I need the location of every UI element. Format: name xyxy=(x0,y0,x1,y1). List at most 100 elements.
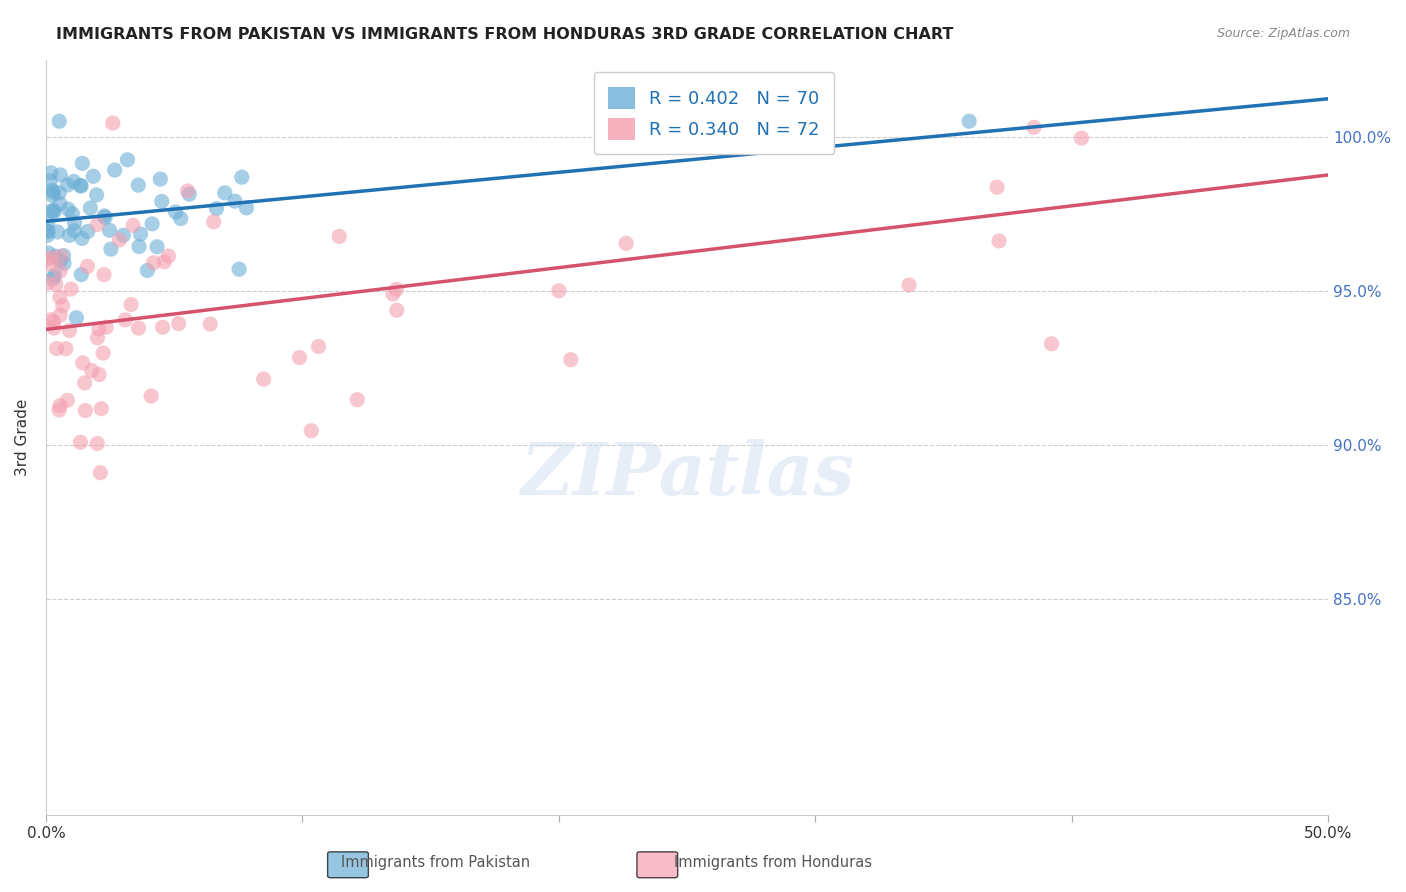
Immigrants from Pakistan xyxy=(41,183,63,197)
Immigrants from Honduras xyxy=(37,276,59,290)
Immigrants from Honduras xyxy=(49,264,72,278)
Immigrants from Pakistan xyxy=(141,217,163,231)
Immigrants from Honduras xyxy=(52,299,75,313)
Text: Immigrants from Honduras: Immigrants from Honduras xyxy=(675,855,872,870)
Immigrants from Pakistan xyxy=(70,231,93,245)
Immigrants from Pakistan xyxy=(41,203,63,218)
Immigrants from Honduras xyxy=(328,229,350,244)
Immigrants from Honduras xyxy=(48,403,70,417)
Text: IMMIGRANTS FROM PAKISTAN VS IMMIGRANTS FROM HONDURAS 3RD GRADE CORRELATION CHART: IMMIGRANTS FROM PAKISTAN VS IMMIGRANTS F… xyxy=(56,27,953,42)
Text: Immigrants from Pakistan: Immigrants from Pakistan xyxy=(342,855,530,870)
Immigrants from Honduras xyxy=(157,249,180,263)
Immigrants from Honduras xyxy=(89,466,111,480)
Immigrants from Honduras xyxy=(253,372,276,386)
Text: ZIPatlas: ZIPatlas xyxy=(520,439,853,510)
Immigrants from Honduras xyxy=(91,346,114,360)
Immigrants from Honduras xyxy=(385,282,408,296)
Immigrants from Pakistan xyxy=(231,170,253,185)
Immigrants from Pakistan xyxy=(58,202,80,217)
Immigrants from Honduras xyxy=(988,234,1011,248)
Immigrants from Honduras xyxy=(547,284,569,298)
Immigrants from Pakistan xyxy=(42,203,65,218)
Immigrants from Pakistan xyxy=(37,216,59,230)
Immigrants from Honduras xyxy=(93,268,115,282)
Immigrants from Honduras xyxy=(288,351,311,365)
Immigrants from Pakistan xyxy=(228,262,250,277)
Immigrants from Honduras xyxy=(49,399,72,413)
Immigrants from Honduras xyxy=(200,317,222,331)
Immigrants from Pakistan xyxy=(49,253,72,268)
Immigrants from Pakistan xyxy=(127,178,149,193)
Immigrants from Honduras xyxy=(87,322,110,336)
Immigrants from Pakistan xyxy=(48,114,70,128)
Immigrants from Honduras xyxy=(45,277,67,292)
Immigrants from Honduras xyxy=(153,254,176,268)
Immigrants from Honduras xyxy=(60,282,83,296)
Immigrants from Honduras xyxy=(120,297,142,311)
Immigrants from Pakistan xyxy=(112,228,135,243)
Immigrants from Pakistan xyxy=(957,114,980,128)
Immigrants from Honduras xyxy=(382,287,405,301)
Immigrants from Pakistan xyxy=(35,224,58,238)
Immigrants from Pakistan xyxy=(63,224,86,238)
Immigrants from Honduras xyxy=(176,184,198,198)
Immigrants from Pakistan xyxy=(65,310,87,325)
Immigrants from Honduras xyxy=(167,317,190,331)
Immigrants from Honduras xyxy=(42,314,65,328)
Immigrants from Pakistan xyxy=(49,196,72,211)
Immigrants from Honduras xyxy=(152,320,174,334)
Immigrants from Honduras xyxy=(142,256,165,270)
Immigrants from Honduras xyxy=(299,424,322,438)
Immigrants from Pakistan xyxy=(44,268,66,283)
Immigrants from Pakistan xyxy=(98,223,121,237)
Immigrants from Pakistan xyxy=(117,153,139,167)
Immigrants from Pakistan xyxy=(214,186,236,200)
Immigrants from Pakistan xyxy=(179,187,201,202)
Immigrants from Honduras xyxy=(346,392,368,407)
Immigrants from Pakistan xyxy=(58,228,80,243)
Immigrants from Pakistan xyxy=(146,240,169,254)
Immigrants from Pakistan xyxy=(224,194,246,209)
Immigrants from Pakistan xyxy=(93,209,115,223)
Immigrants from Pakistan xyxy=(41,188,63,202)
Immigrants from Pakistan xyxy=(48,186,70,200)
Immigrants from Honduras xyxy=(51,249,73,263)
Immigrants from Honduras xyxy=(986,180,1008,194)
Immigrants from Pakistan xyxy=(165,205,187,219)
Immigrants from Pakistan xyxy=(94,211,117,225)
Immigrants from Honduras xyxy=(898,278,921,293)
Immigrants from Honduras xyxy=(1040,336,1063,351)
Immigrants from Pakistan xyxy=(70,268,93,282)
Immigrants from Honduras xyxy=(101,116,124,130)
Immigrants from Pakistan xyxy=(42,205,65,219)
Immigrants from Pakistan xyxy=(38,246,60,260)
Immigrants from Honduras xyxy=(108,233,131,247)
Immigrants from Honduras xyxy=(703,128,725,143)
Immigrants from Pakistan xyxy=(170,211,193,226)
Immigrants from Pakistan xyxy=(69,178,91,193)
Immigrants from Honduras xyxy=(39,257,62,271)
Text: Source: ZipAtlas.com: Source: ZipAtlas.com xyxy=(1216,27,1350,40)
Immigrants from Honduras xyxy=(86,331,108,345)
Immigrants from Pakistan xyxy=(37,228,59,243)
Y-axis label: 3rd Grade: 3rd Grade xyxy=(15,399,30,475)
Immigrants from Honduras xyxy=(73,376,96,390)
Immigrants from Honduras xyxy=(614,236,637,251)
Immigrants from Pakistan xyxy=(205,202,228,216)
Immigrants from Pakistan xyxy=(136,263,159,277)
Immigrants from Honduras xyxy=(58,324,80,338)
Immigrants from Honduras xyxy=(69,435,91,450)
Immigrants from Honduras xyxy=(122,219,145,233)
Immigrants from Pakistan xyxy=(72,156,94,170)
Immigrants from Honduras xyxy=(202,215,225,229)
Immigrants from Honduras xyxy=(626,114,648,128)
Immigrants from Pakistan xyxy=(52,249,75,263)
Immigrants from Honduras xyxy=(80,363,103,377)
Immigrants from Honduras xyxy=(1022,120,1045,135)
Immigrants from Honduras xyxy=(45,342,67,356)
Immigrants from Honduras xyxy=(385,303,408,318)
Immigrants from Pakistan xyxy=(150,194,173,209)
Immigrants from Pakistan xyxy=(104,163,127,178)
Immigrants from Pakistan xyxy=(63,216,86,230)
Immigrants from Honduras xyxy=(139,389,162,403)
